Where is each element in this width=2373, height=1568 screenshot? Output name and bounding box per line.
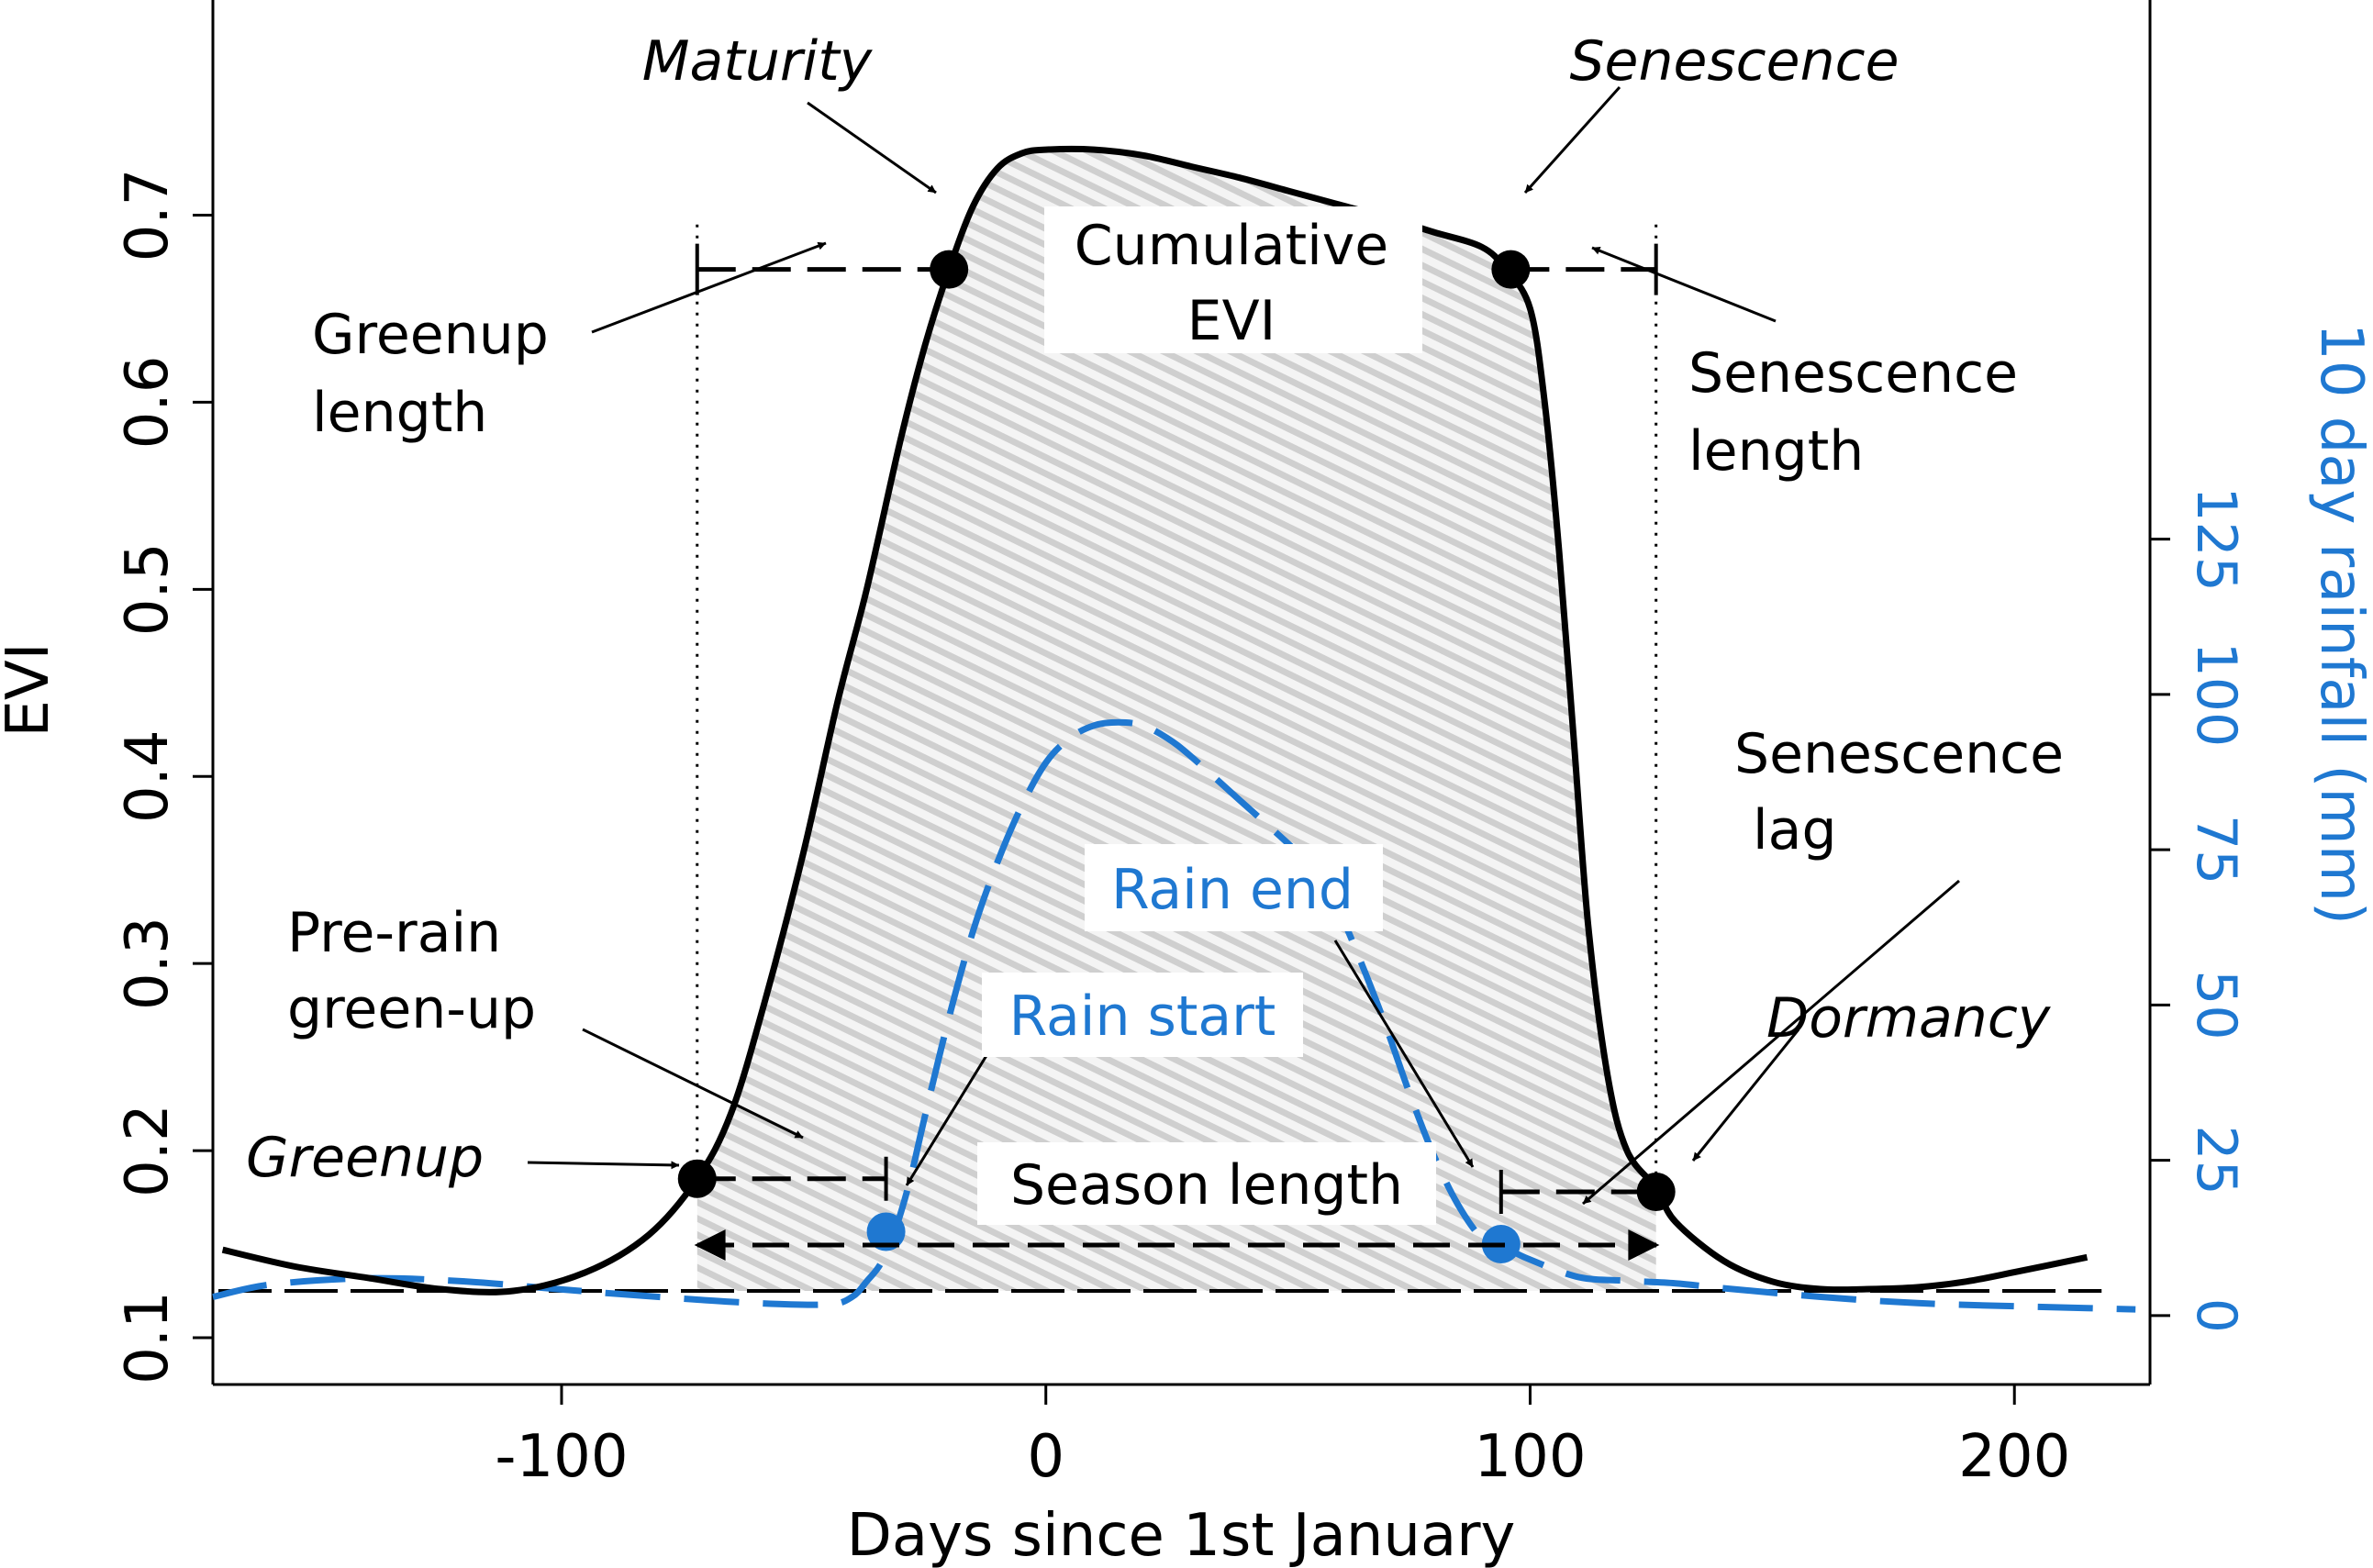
cumulative-evi-fill [696, 149, 1656, 1291]
point-maturity [930, 250, 969, 289]
arrow-senescence-lag [1582, 879, 1960, 1206]
label-pre-rain-line1: Pre-rain [287, 901, 501, 965]
cumulative-label-box [1044, 206, 1422, 353]
y-tick-label: 0.2 [114, 1104, 182, 1197]
y-tick-label: 0.1 [114, 1291, 182, 1385]
rain-start-label-box [982, 973, 1303, 1057]
y-right-tick-label: 75 [2184, 815, 2248, 884]
label-senescence-length-line2: length [1688, 419, 1864, 484]
label-cumulative-line2: EVI [1187, 289, 1276, 353]
y-right-tick-label: 25 [2184, 1125, 2248, 1195]
arrow-greenup-length [591, 241, 827, 334]
label-senescence-lag-line1: Senescence [1734, 722, 2064, 786]
label-senescence-lag-line2: lag [1753, 798, 1837, 862]
arrow-senescence-length [1591, 246, 1777, 323]
label-greenup-length-line2: length [312, 381, 487, 445]
x-axis-title: Days since 1st January [847, 1502, 1516, 1568]
y-axis-title: EVI [0, 642, 62, 737]
label-pre-rain-line2: green-up [287, 977, 536, 1041]
arrow-senescence [1523, 85, 1621, 195]
arrow-dormancy [1691, 1029, 1800, 1162]
label-senescence-length-line1: Senescence [1688, 341, 2018, 406]
rain-end-label-box [1085, 844, 1383, 931]
label-maturity: Maturity [642, 29, 874, 94]
y-tick-label: 0.5 [114, 542, 182, 636]
y-tick-label: 0.7 [114, 169, 182, 262]
label-greenup-length-line1: Greenup [312, 303, 549, 367]
label-senescence: Senescence [1569, 29, 1899, 94]
y-tick-label: 0.3 [114, 917, 182, 1010]
arrow-maturity [807, 101, 937, 195]
y-tick-label: 0.4 [114, 729, 182, 823]
rainfall-line [212, 718, 2136, 1313]
x-tick-label: 100 [1474, 1423, 1586, 1491]
arrow-rain-end [1333, 940, 1475, 1168]
point-dormancy [1636, 1172, 1676, 1211]
label-rain-start: Rain start [1009, 984, 1276, 1049]
annotation-arrows [527, 85, 1960, 1206]
annotation-labels: Maturity Senescence Cumulative EVI Green… [246, 29, 2064, 1225]
x-tick-label: -100 [495, 1423, 628, 1491]
axes-ticks: -100 0 100 200 0.1 0.2 0.3 0.4 0.5 0.6 0.7 0 25 50 75 1… [114, 169, 2248, 1491]
cumulative-evi-area [696, 149, 1656, 1291]
y-right-tick-label: 100 [2184, 642, 2248, 748]
arrow-greenup [527, 1161, 680, 1170]
label-dormancy: Dormancy [1766, 986, 2052, 1051]
y-right-tick-label: 0 [2184, 1298, 2248, 1333]
x-tick-label: 0 [1027, 1423, 1064, 1491]
arrow-pre-rain [582, 1028, 804, 1140]
y-right-tick-label: 125 [2184, 486, 2248, 592]
x-tick-label: 200 [1958, 1423, 2070, 1491]
season-length-label-box [977, 1142, 1436, 1225]
y-tick-label: 0.6 [114, 356, 182, 450]
label-rain-end: Rain end [1111, 858, 1354, 922]
label-cumulative-line1: Cumulative [1075, 214, 1388, 278]
label-season-length: Season length [1010, 1153, 1403, 1218]
y-right-axis-title: 10 day rainfall (mm) [2307, 323, 2373, 925]
point-greenup [677, 1159, 717, 1198]
label-greenup: Greenup [246, 1126, 484, 1190]
y-right-tick-label: 50 [2184, 970, 2248, 1040]
point-senescence [1491, 250, 1531, 289]
